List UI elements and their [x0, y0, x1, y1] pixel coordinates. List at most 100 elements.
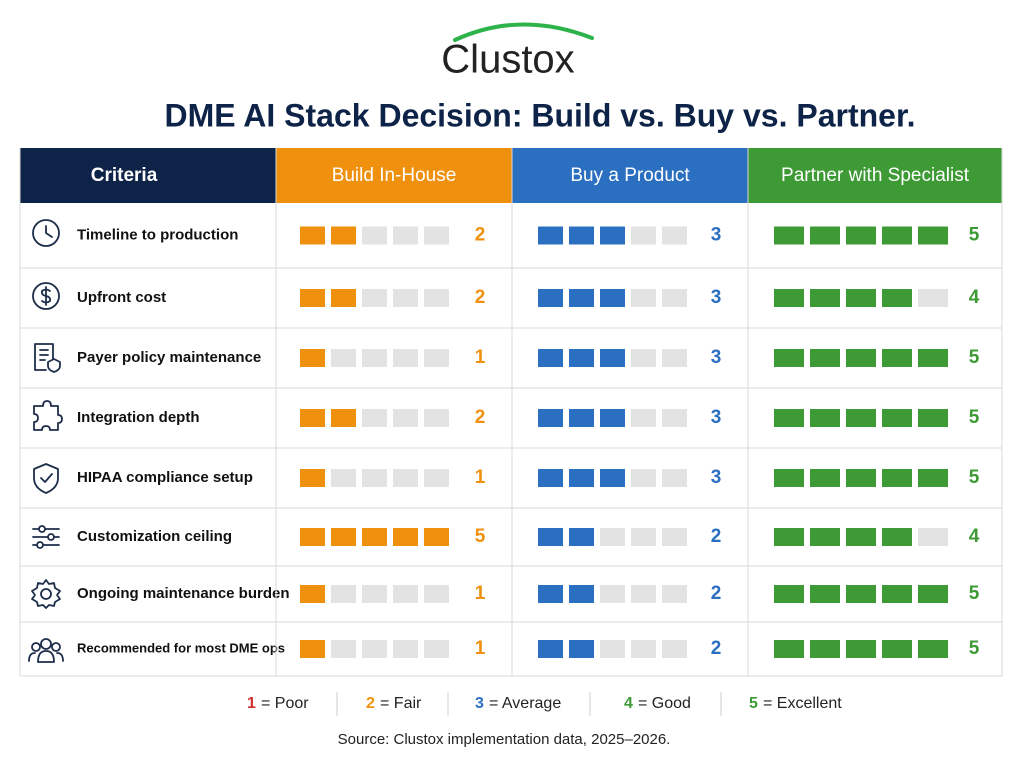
header-cell: [276, 148, 512, 203]
header-cell: [748, 148, 1002, 203]
empty-block: [424, 469, 449, 487]
score-block: [810, 585, 840, 603]
empty-block: [918, 528, 948, 546]
score-label: 4: [969, 526, 980, 547]
empty-block: [393, 409, 418, 427]
empty-block: [631, 528, 656, 546]
score-block: [300, 409, 325, 427]
score-block: [846, 585, 876, 603]
legend-score: 3: [475, 695, 484, 712]
empty-block: [393, 226, 418, 245]
legend-label: = Fair: [380, 695, 422, 712]
criteria-label: Integration depth: [77, 409, 200, 426]
score-block: [774, 585, 804, 603]
score-label: 2: [711, 583, 722, 604]
score-block: [846, 409, 876, 427]
score-block: [882, 528, 912, 546]
score-block: [393, 528, 418, 546]
score-block: [882, 226, 912, 245]
score-block: [569, 409, 594, 427]
score-block: [846, 528, 876, 546]
score-block: [918, 409, 948, 427]
empty-block: [331, 585, 356, 603]
empty-block: [424, 289, 449, 307]
empty-block: [393, 640, 418, 658]
score-block: [600, 469, 625, 487]
empty-block: [662, 409, 687, 427]
score-label: 5: [969, 225, 980, 246]
empty-block: [424, 349, 449, 367]
criteria-label: Ongoing maintenance burden: [77, 585, 290, 602]
score-block: [774, 226, 804, 245]
score-block: [331, 289, 356, 307]
score-block: [569, 349, 594, 367]
legend-label: = Average: [489, 695, 561, 712]
score-block: [918, 585, 948, 603]
score-block: [846, 469, 876, 487]
score-label: 3: [711, 347, 722, 368]
empty-block: [600, 528, 625, 546]
score-block: [774, 469, 804, 487]
empty-block: [393, 289, 418, 307]
score-block: [569, 289, 594, 307]
document-icon: [34, 343, 61, 373]
people-icon: [28, 638, 64, 663]
empty-block: [424, 640, 449, 658]
criteria-label: Customization ceiling: [77, 528, 232, 545]
empty-block: [331, 640, 356, 658]
legend-score: 1: [247, 695, 256, 712]
score-label: 2: [711, 526, 722, 547]
score-block: [918, 469, 948, 487]
score-block: [882, 585, 912, 603]
score-label: 5: [969, 638, 980, 659]
score-block: [810, 640, 840, 658]
empty-block: [631, 409, 656, 427]
score-block: [538, 585, 563, 603]
empty-block: [662, 289, 687, 307]
score-block: [882, 640, 912, 658]
header-label: Build In-House: [332, 165, 457, 186]
score-label: 5: [969, 583, 980, 604]
score-block: [882, 289, 912, 307]
logo-arc: [453, 22, 594, 42]
score-block: [882, 469, 912, 487]
score-label: 1: [475, 347, 486, 368]
score-block: [331, 226, 356, 245]
criteria-label: Timeline to production: [77, 226, 238, 243]
score-label: 2: [475, 287, 486, 308]
score-label: 3: [711, 407, 722, 428]
score-block: [362, 528, 387, 546]
score-block: [300, 640, 325, 658]
score-block: [424, 528, 449, 546]
empty-block: [393, 349, 418, 367]
score-block: [538, 289, 563, 307]
gear-icon: [31, 579, 61, 609]
score-label: 2: [711, 638, 722, 659]
empty-block: [918, 289, 948, 307]
score-block: [569, 528, 594, 546]
empty-block: [631, 585, 656, 603]
score-block: [300, 528, 325, 546]
score-block: [331, 409, 356, 427]
score-block: [538, 409, 563, 427]
criteria-label: Upfront cost: [77, 289, 166, 306]
score-label: 3: [711, 467, 722, 488]
empty-block: [424, 226, 449, 245]
score-block: [300, 226, 325, 245]
empty-block: [600, 585, 625, 603]
score-block: [538, 226, 563, 245]
score-block: [569, 469, 594, 487]
score-block: [918, 349, 948, 367]
empty-block: [424, 585, 449, 603]
empty-block: [631, 349, 656, 367]
score-block: [846, 349, 876, 367]
empty-block: [631, 469, 656, 487]
score-label: 1: [475, 638, 486, 659]
empty-block: [631, 289, 656, 307]
criteria-label: Payer policy maintenance: [77, 349, 261, 366]
sliders-icon: [32, 525, 60, 549]
header-label: Criteria: [91, 165, 158, 186]
score-block: [882, 349, 912, 367]
score-block: [600, 289, 625, 307]
score-block: [810, 469, 840, 487]
